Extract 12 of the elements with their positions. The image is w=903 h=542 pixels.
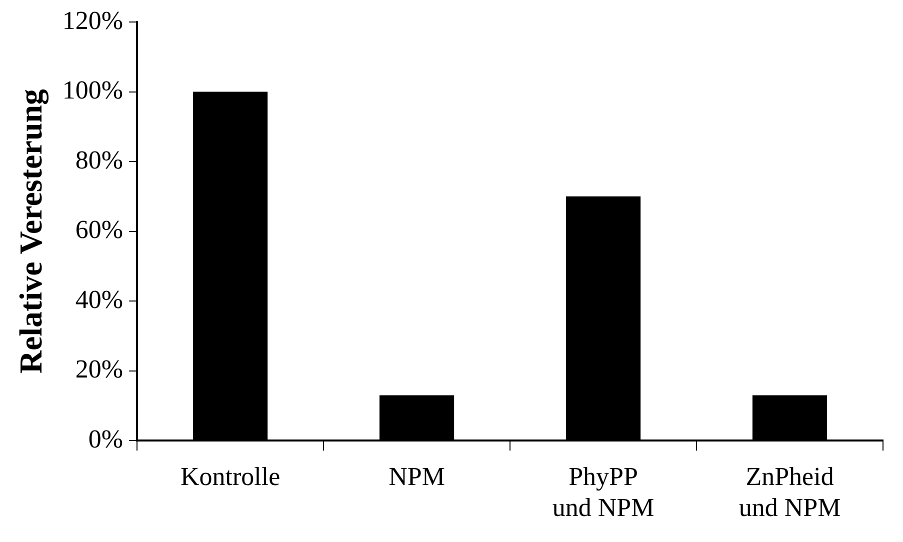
y-tick-label: 120% [62, 6, 124, 35]
y-tick-label: 80% [75, 145, 124, 174]
y-tick-label: 0% [88, 424, 124, 454]
y-tick-label: 60% [75, 215, 124, 244]
y-tick-label: 100% [62, 76, 124, 105]
x-tick-label: ZnPheid und NPM [738, 462, 841, 522]
x-tick-label: PhyPP und NPM [552, 462, 654, 522]
y-axis-title: Relative Veresterung [12, 88, 50, 374]
y-tick-label: 40% [75, 284, 124, 314]
x-tick-label: Kontrolle [180, 462, 280, 492]
x-tick-label: NPM [388, 462, 445, 492]
y-tick-label: 20% [75, 354, 124, 384]
